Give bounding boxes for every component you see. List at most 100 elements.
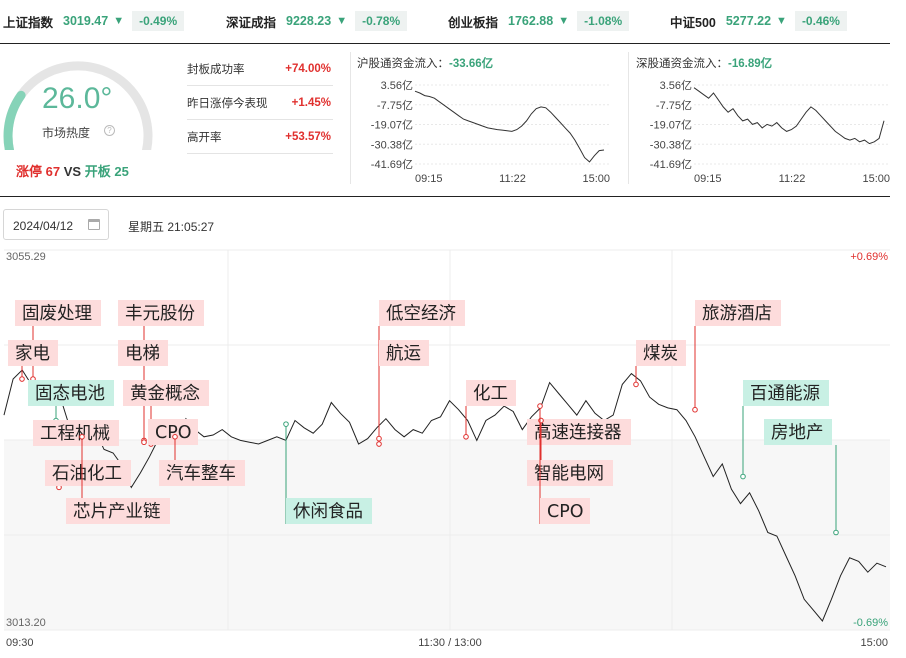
tag-box <box>15 300 101 326</box>
down-arrow-icon: ▼ <box>776 15 787 27</box>
limit-up-count: 67 <box>45 164 61 179</box>
x-tick-open: 09:30 <box>6 637 34 649</box>
sector-tag[interactable]: CPO <box>148 419 198 445</box>
flow-title: 深股通资金流入：-16.89亿 <box>636 55 772 71</box>
gauge-fill <box>3 90 26 169</box>
index-item-sz[interactable]: 深证成指 9228.23 ▼ -0.78% <box>226 10 408 32</box>
stat-value: +1.45% <box>291 96 331 109</box>
index-item-sh[interactable]: 上证指数 3019.47 ▼ -0.49% <box>3 10 185 32</box>
flow-y-tick: 3.56亿 <box>660 79 692 92</box>
sector-tag[interactable]: 固态电池 <box>28 380 114 424</box>
heat-temperature: 26.0° <box>42 82 113 115</box>
flow-y-tick: -30.38亿 <box>650 138 692 151</box>
sector-tag[interactable]: 房地产 <box>764 419 839 536</box>
x-tick-midday: 11:30 / 13:00 <box>418 637 481 649</box>
stat-row: 高开率 +53.57% <box>187 120 333 154</box>
tag-box <box>379 300 465 326</box>
index-name: 上证指数 <box>3 15 54 30</box>
tag-label: CPO <box>155 423 192 443</box>
index-change-badge: -1.08% <box>577 11 630 31</box>
sector-tag[interactable]: 固废处理 <box>15 300 101 382</box>
tag-label: 丰元股份 <box>125 304 195 324</box>
sector-tag[interactable]: 智能电网 <box>527 417 613 486</box>
sh-connect-flow-panel: 沪股通资金流入：-33.66亿 3.56亿 -7.75亿 -19.07亿 -30.38… <box>357 55 610 185</box>
sector-tag[interactable]: 石油化工 <box>45 460 131 491</box>
info-icon[interactable]: ? <box>104 125 115 136</box>
sector-tag[interactable]: 高速连接器 <box>527 417 631 445</box>
sz-connect-flow-panel: 深股通资金流入：-16.89亿 3.56亿 -7.75亿 -19.07亿 -30.38… <box>636 55 890 185</box>
tag-anchor-dot <box>538 417 544 424</box>
tag-anchor-dot <box>633 381 639 388</box>
flow-amount: -33.66亿 <box>449 58 494 70</box>
x-tick-close: 15:00 <box>860 637 888 649</box>
flow-y-tick: -30.38亿 <box>371 138 413 151</box>
market-heat-gauge: 26.0° 市场热度 ? <box>0 50 170 190</box>
flow-y-tick: -41.69亿 <box>650 158 692 171</box>
flow-y-tick: -7.75亿 <box>656 99 692 112</box>
sector-tag[interactable]: 工程机械 <box>33 420 119 446</box>
top-divider <box>0 43 890 44</box>
stat-value: +74.00% <box>285 62 331 75</box>
flow-x-tick: 15:00 <box>582 173 610 185</box>
tag-box <box>466 380 516 406</box>
flow-y-tick: -19.07亿 <box>650 119 692 132</box>
tag-box <box>66 498 170 524</box>
sector-tag[interactable]: 化工 <box>463 380 516 440</box>
date-picker[interactable]: 2024/04/12 <box>3 209 109 240</box>
sector-tag[interactable]: CPO <box>537 403 590 524</box>
index-name: 深证成指 <box>226 15 277 30</box>
tag-anchor-dot <box>692 406 698 413</box>
down-arrow-icon: ▼ <box>558 15 570 27</box>
tag-label: 旅游酒店 <box>702 304 772 324</box>
tag-box <box>33 420 119 446</box>
tag-box <box>636 340 686 366</box>
index-name: 中证500 <box>670 15 716 30</box>
sector-tag[interactable]: 低空经济 <box>376 300 465 447</box>
index-value: 3019.47 <box>63 14 109 28</box>
tag-label: 化工 <box>473 384 508 404</box>
broken-count: 25 <box>114 164 129 179</box>
tag-label: CPO <box>547 502 584 522</box>
tag-box <box>286 498 372 524</box>
sector-tag[interactable]: 丰元股份 <box>118 300 204 444</box>
sector-tag[interactable]: 煤炭 <box>633 340 686 388</box>
tag-box <box>45 460 131 486</box>
flow-y-tick: -19.07亿 <box>371 119 413 132</box>
sector-tag[interactable]: 黄金概念 <box>123 380 209 447</box>
sector-tag[interactable]: 电梯 <box>118 340 168 446</box>
broken-label: 开板 <box>84 164 111 179</box>
pct-max-label: +0.69% <box>850 251 888 263</box>
tag-label: 低空经济 <box>386 304 456 324</box>
tag-box <box>8 340 58 366</box>
sector-tag[interactable]: 休闲食品 <box>283 421 372 524</box>
tag-anchor-dot <box>141 439 147 446</box>
sector-tag[interactable]: 芯片产业链 <box>66 433 170 524</box>
tag-anchor-dot <box>833 529 839 536</box>
index-bar: 上证指数 3019.47 ▼ -0.49% 深证成指 9228.23 ▼ -0.… <box>0 0 906 40</box>
index-item-cyb[interactable]: 创业板指 1762.88 ▼ -1.08% <box>448 10 630 32</box>
index-item-zz500[interactable]: 中证500 5277.22 ▼ -0.46% <box>670 10 847 32</box>
flow-title: 沪股通资金流入：-33.66亿 <box>357 55 493 71</box>
tag-label: 智能电网 <box>534 464 604 484</box>
flow-x-tick: 11:22 <box>779 173 806 185</box>
flow-x-tick: 09:15 <box>415 173 443 185</box>
sector-tag[interactable]: 百通能源 <box>740 380 829 480</box>
sector-tag[interactable]: 汽车整车 <box>159 433 245 486</box>
tag-anchor-dot <box>376 435 382 442</box>
sector-tag[interactable]: 家电 <box>8 340 58 382</box>
tag-label: 房地产 <box>771 423 824 443</box>
index-change-badge: -0.49% <box>132 11 185 31</box>
stat-row: 昨日涨停今表现 +1.45% <box>187 86 333 120</box>
tag-box <box>695 300 781 326</box>
sector-tag[interactable]: 旅游酒店 <box>692 300 781 413</box>
flow-y-tick: -41.69亿 <box>371 158 413 171</box>
tag-box <box>148 419 198 445</box>
tag-label: 汽车整车 <box>166 464 236 484</box>
flow-title-label: 深股通资金流入： <box>636 58 728 70</box>
flow-x-tick: 15:00 <box>862 173 890 185</box>
sector-tag[interactable]: 航运 <box>376 340 429 442</box>
tag-box <box>527 419 631 445</box>
index-value: 9228.23 <box>286 14 332 28</box>
down-arrow-icon: ▼ <box>336 15 348 27</box>
